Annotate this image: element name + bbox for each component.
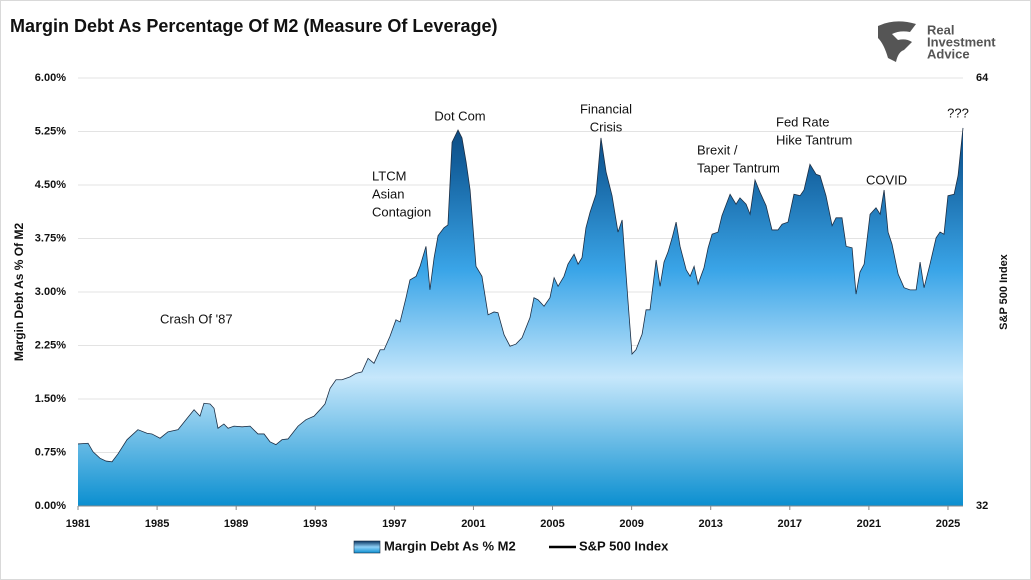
- x-tick-label: 2017: [778, 518, 802, 530]
- y-tick-label: 3.00%: [35, 286, 66, 298]
- y-tick-label: 4.50%: [35, 179, 66, 191]
- area: [78, 127, 963, 507]
- y-tick-label: 0.75%: [35, 446, 66, 458]
- annotation: Asian: [372, 186, 405, 201]
- x-tick-label: 2001: [461, 518, 485, 530]
- y-tick-label: 6.00%: [35, 72, 66, 84]
- y-tick-label: 0.00%: [35, 500, 66, 512]
- annotation: Brexit /: [697, 142, 738, 157]
- x-tick-label: 2013: [698, 518, 722, 530]
- logo-mark: [878, 21, 916, 62]
- y2-tick-label: 32: [976, 500, 988, 512]
- annotation: Dot Com: [434, 108, 485, 123]
- annotation: Hike Tantrum: [776, 132, 852, 147]
- annotation: Crisis: [590, 119, 623, 134]
- y2-tick-label: 64: [976, 72, 989, 84]
- x-tick-label: 1981: [66, 518, 90, 530]
- chart-title: Margin Debt As Percentage Of M2 (Measure…: [10, 16, 497, 36]
- x-tick-label: 2009: [619, 518, 643, 530]
- x-tick-label: 2025: [936, 518, 960, 530]
- annotation: Fed Rate: [776, 114, 829, 129]
- annotation: COVID: [866, 172, 907, 187]
- x-tick-label: 1989: [224, 518, 248, 530]
- annotation: LTCM: [372, 168, 406, 183]
- logo-text: Real: [927, 22, 954, 37]
- y2-axis-title: S&P 500 Index: [998, 253, 1010, 329]
- legend: Margin Debt As % M2 S&P 500 Index: [353, 538, 669, 554]
- y-tick-label: 5.25%: [35, 125, 66, 137]
- legend-label: S&P 500 Index: [579, 538, 669, 553]
- annotation: Contagion: [372, 204, 431, 219]
- x-tick-label: 2005: [540, 518, 564, 530]
- x-tick-label: 1985: [145, 518, 169, 530]
- y-tick-label: 2.25%: [35, 339, 66, 351]
- legend-swatch: [353, 540, 381, 554]
- area-line: [77, 127, 964, 463]
- logo-text: Investment: [927, 34, 996, 49]
- legend-label: Margin Debt As % M2: [384, 538, 516, 553]
- x-tick-label: 1993: [303, 518, 327, 530]
- x-tick-label: 1997: [382, 518, 406, 530]
- x-tick-label: 2021: [857, 518, 881, 530]
- y-axis-title: Margin Debt As % Of M2: [12, 223, 26, 362]
- annotation: Taper Tantrum: [697, 160, 780, 175]
- y-tick-label: 3.75%: [35, 232, 66, 244]
- annotation: Crash Of '87: [160, 311, 233, 326]
- y-tick-label: 1.50%: [35, 393, 66, 405]
- logo: Real Investment Advice: [878, 21, 996, 62]
- logo-text: Advice: [927, 46, 970, 61]
- annotation: ???: [947, 105, 969, 120]
- annotation: Financial: [580, 101, 632, 116]
